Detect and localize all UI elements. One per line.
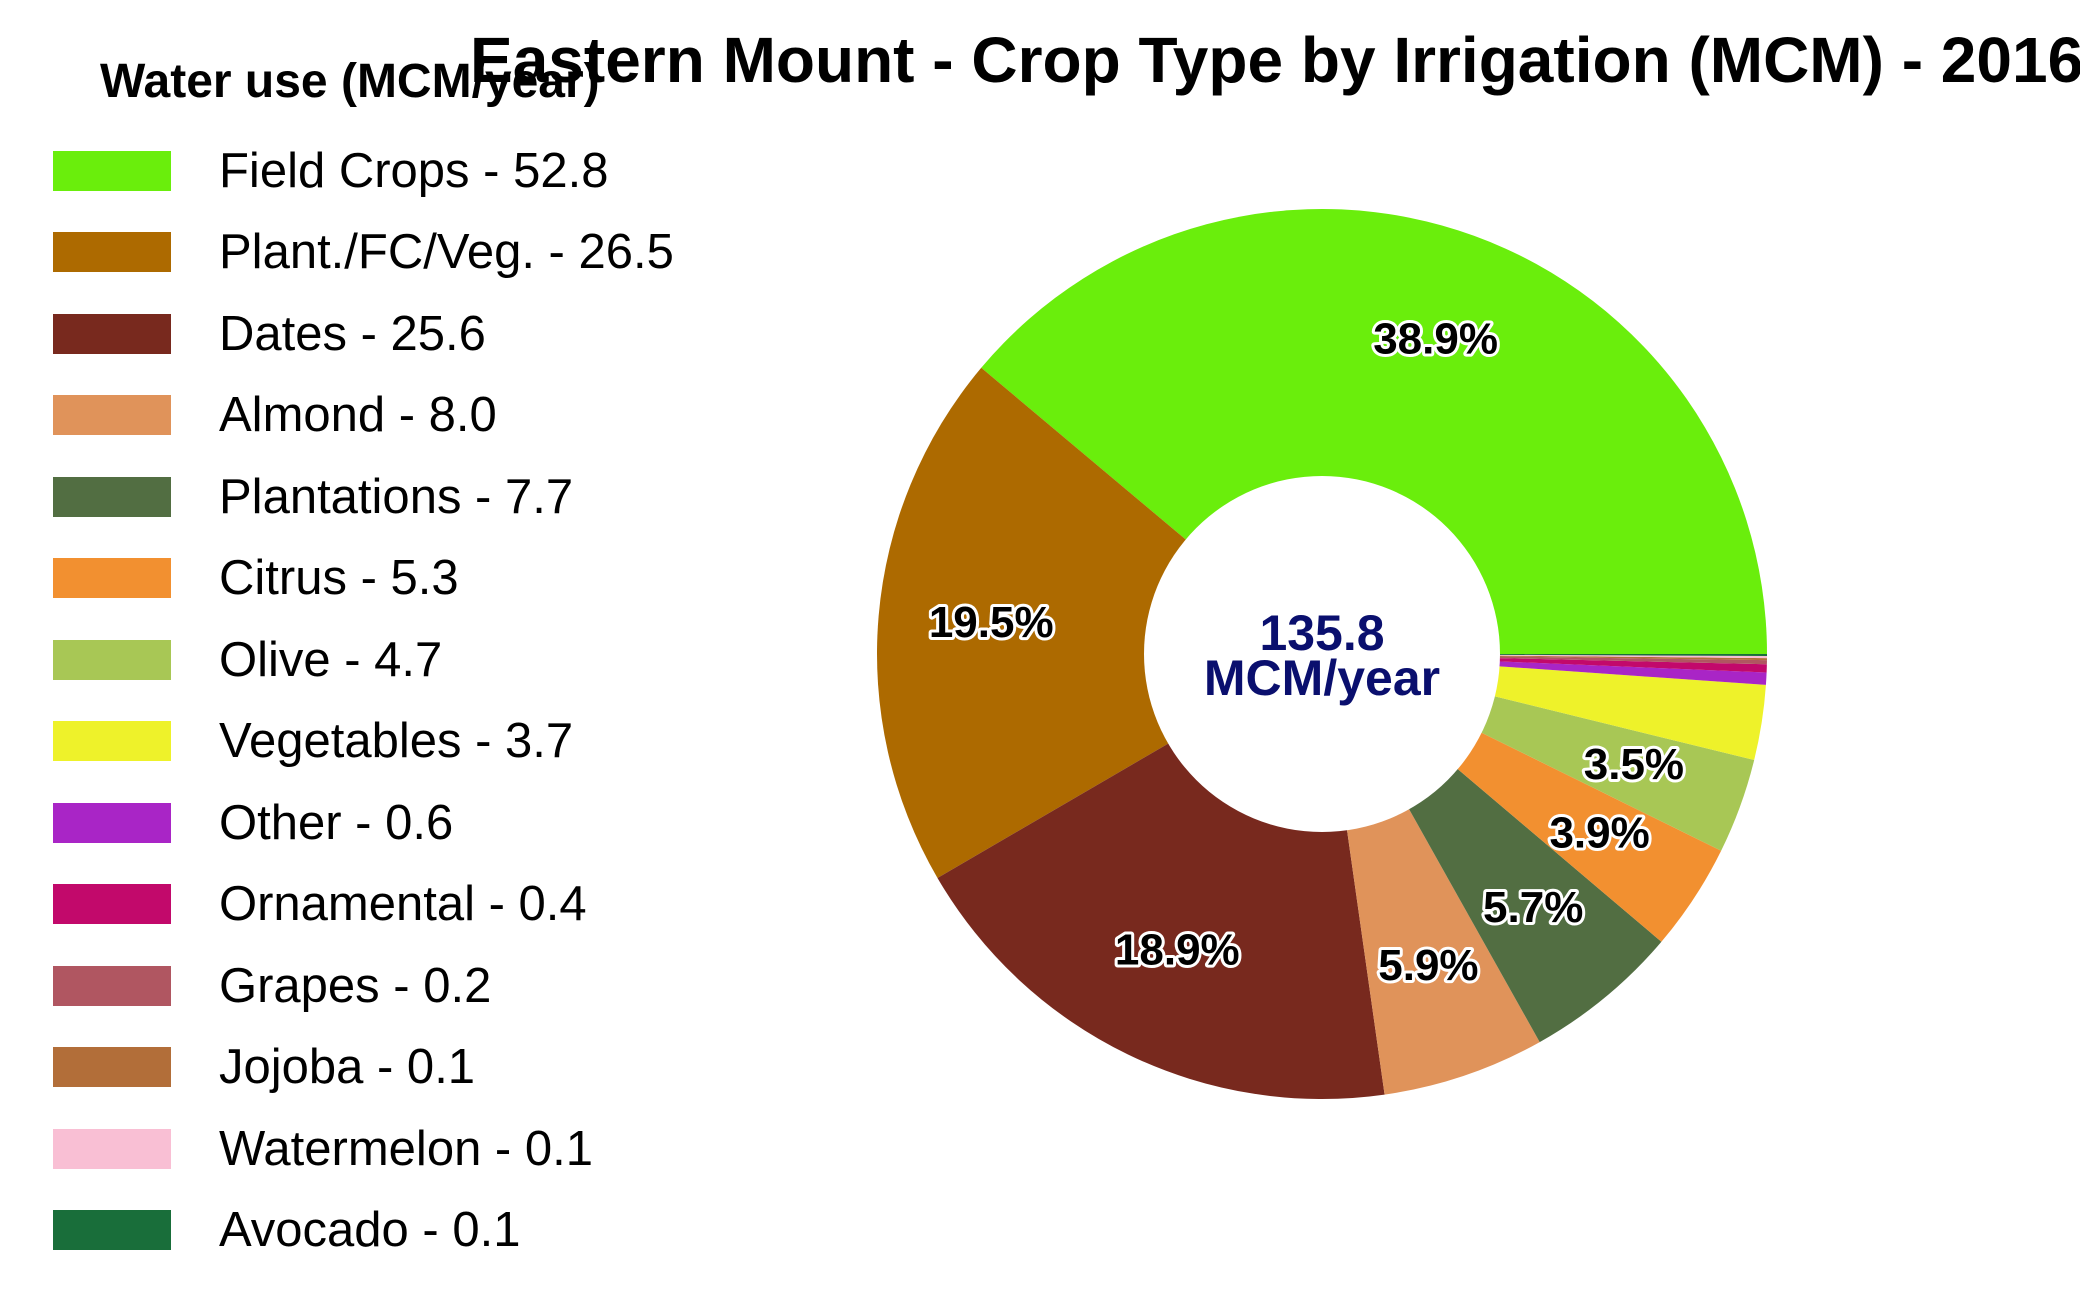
legend-label: Citrus - 5.3 bbox=[219, 551, 459, 606]
legend-label: Jojoba - 0.1 bbox=[219, 1040, 476, 1095]
legend-label: Watermelon - 0.1 bbox=[219, 1121, 593, 1176]
legend-item-plant-fc-veg: Plant./FC/Veg. - 26.5 bbox=[53, 212, 674, 294]
legend-item-grapes: Grapes - 0.2 bbox=[53, 945, 674, 1027]
slice-field-crops bbox=[981, 208, 1767, 654]
legend-label: Other - 0.6 bbox=[219, 795, 454, 850]
legend-label: Plant./FC/Veg. - 26.5 bbox=[219, 225, 674, 280]
legend-swatch bbox=[53, 1128, 171, 1169]
slice-avocado bbox=[1322, 654, 1768, 657]
slice-label-dates: 18.9% bbox=[1115, 925, 1240, 974]
center-total-value: 135.8 bbox=[1259, 605, 1384, 661]
legend-item-field-crops: Field Crops - 52.8 bbox=[53, 130, 674, 212]
slice-labels: 38.9% 19.5% 18.9% 5.9%5.7% 3.9% 3.5% bbox=[926, 312, 1687, 993]
slice-plant-fc-veg bbox=[877, 367, 1322, 878]
legend-item-jojoba: Jojoba - 0.1 bbox=[53, 1027, 674, 1109]
legend-swatch bbox=[53, 476, 171, 517]
chart-title: Eastern Mount - Crop Type by Irrigation … bbox=[470, 24, 2080, 96]
legend-label: Field Crops - 52.8 bbox=[219, 143, 609, 198]
slice-label-plantations: 5.7% bbox=[1483, 883, 1583, 932]
legend-swatch bbox=[53, 558, 171, 599]
legend-swatch bbox=[53, 721, 171, 762]
slice-label-plant-fc-veg: 19.5% bbox=[929, 598, 1054, 647]
legend-swatch bbox=[53, 802, 171, 843]
legend-swatch bbox=[53, 395, 171, 436]
legend-swatch bbox=[53, 313, 171, 354]
legend-title: Water use (MCM/year) bbox=[100, 55, 600, 108]
legend-item-avocado: Avocado - 0.1 bbox=[53, 1190, 674, 1272]
legend-swatch bbox=[53, 1210, 171, 1251]
legend-item-vegetables: Vegetables - 3.7 bbox=[53, 701, 674, 783]
legend-label: Grapes - 0.2 bbox=[219, 958, 492, 1013]
slice-label-almond: 5.9% bbox=[1378, 941, 1478, 990]
legend-swatch bbox=[53, 884, 171, 925]
legend-swatch bbox=[53, 1047, 171, 1088]
legend-swatch bbox=[53, 965, 171, 1006]
donut-hole bbox=[1144, 476, 1500, 832]
legend-label: Avocado - 0.1 bbox=[219, 1203, 521, 1258]
legend-label: Almond - 8.0 bbox=[219, 388, 497, 443]
legend-swatch bbox=[53, 639, 171, 680]
legend-label: Ornamental - 0.4 bbox=[219, 877, 587, 932]
legend-label: Olive - 4.7 bbox=[219, 632, 443, 687]
legend-label: Dates - 25.6 bbox=[219, 306, 486, 361]
legend-item-ornamental: Ornamental - 0.4 bbox=[53, 864, 674, 946]
legend-item-olive: Olive - 4.7 bbox=[53, 619, 674, 701]
legend-item-plantations: Plantations - 7.7 bbox=[53, 456, 674, 538]
legend-item-other: Other - 0.6 bbox=[53, 782, 674, 864]
slice-label-field-crops: 38.9% bbox=[1373, 315, 1498, 364]
center-total-unit: MCM/year bbox=[1204, 650, 1440, 706]
legend: Field Crops - 52.8 Plant./FC/Veg. - 26.5 D… bbox=[53, 130, 674, 1271]
slice-label-citrus: 3.9% bbox=[1549, 809, 1649, 858]
legend-label: Plantations - 7.7 bbox=[219, 469, 574, 524]
legend-swatch bbox=[53, 150, 171, 191]
legend-item-dates: Dates - 25.6 bbox=[53, 293, 674, 375]
slice-label-olive: 3.5% bbox=[1584, 740, 1684, 789]
legend-swatch bbox=[53, 232, 171, 273]
legend-item-citrus: Citrus - 5.3 bbox=[53, 538, 674, 620]
legend-item-watermelon: Watermelon - 0.1 bbox=[53, 1108, 674, 1190]
legend-label: Vegetables - 3.7 bbox=[219, 714, 574, 769]
legend-item-almond: Almond - 8.0 bbox=[53, 375, 674, 457]
